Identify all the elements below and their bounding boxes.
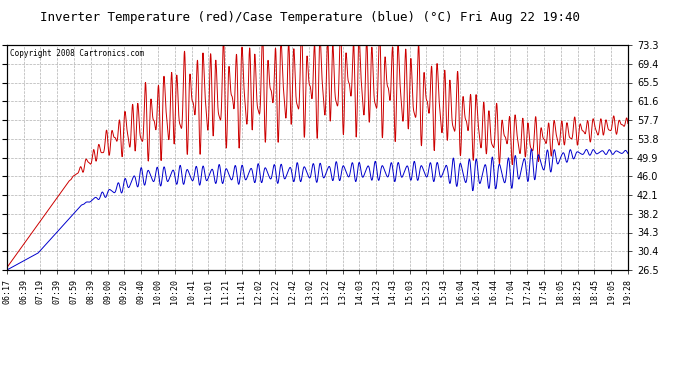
Text: Copyright 2008 Cartronics.com: Copyright 2008 Cartronics.com [10, 50, 144, 58]
Text: Inverter Temperature (red)/Case Temperature (blue) (°C) Fri Aug 22 19:40: Inverter Temperature (red)/Case Temperat… [41, 11, 580, 24]
